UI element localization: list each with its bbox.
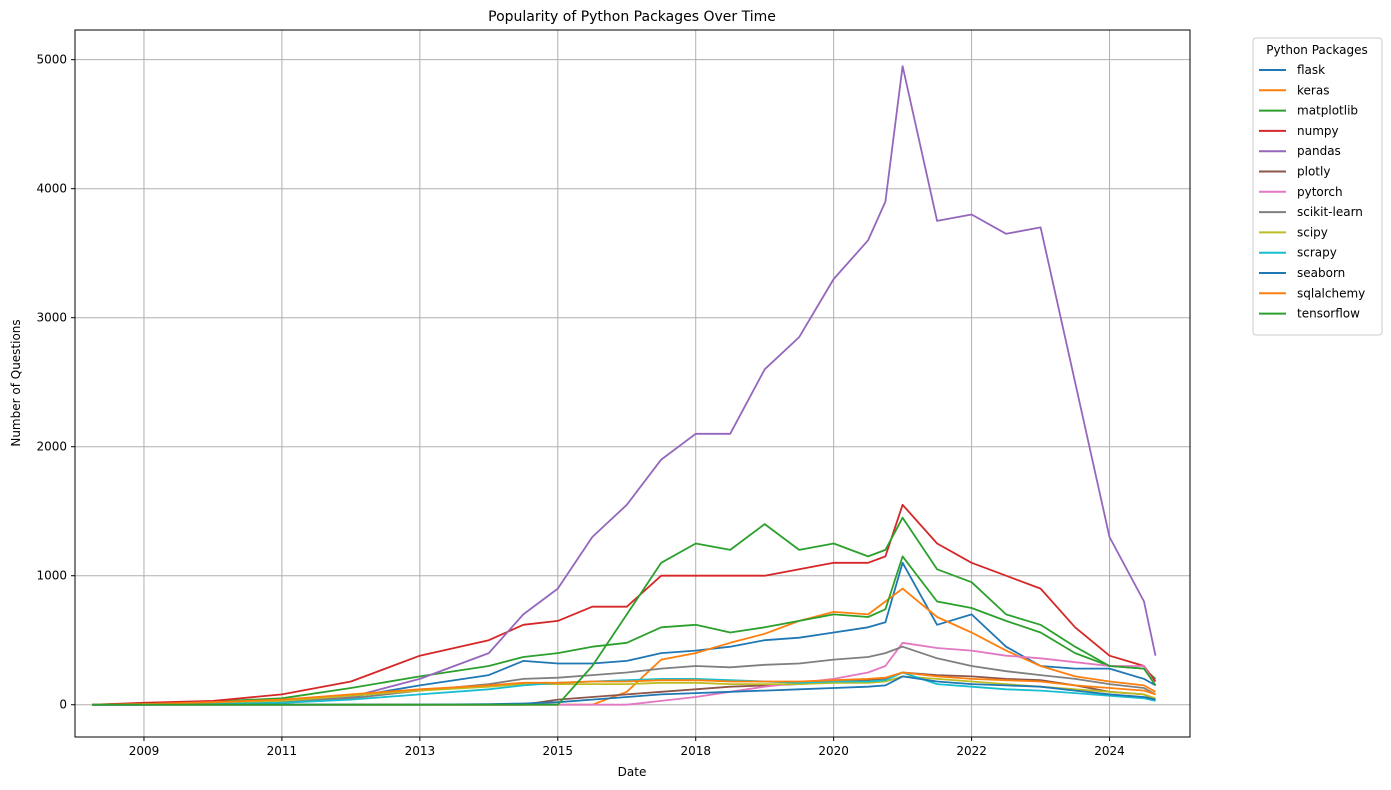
x-tick-label: 2024 <box>1094 744 1125 758</box>
legend-label-scikit-learn: scikit-learn <box>1297 205 1363 219</box>
x-tick-label: 2022 <box>956 744 987 758</box>
legend-box <box>1252 37 1383 336</box>
x-tick-label: 2018 <box>680 744 711 758</box>
legend-label-keras: keras <box>1297 83 1329 97</box>
legend-title: Python Packages <box>1266 43 1367 57</box>
x-tick-label: 2013 <box>405 744 436 758</box>
legend-label-pytorch: pytorch <box>1297 185 1343 199</box>
series-line-numpy <box>92 503 1157 706</box>
x-tick-label: 2015 <box>543 744 574 758</box>
chart-title: Popularity of Python Packages Over Time <box>488 9 776 25</box>
series-line-sqlalchemy <box>92 671 1156 706</box>
tick-layer: 2009 2011 2013 2015 2018 2020 2022 2024 0 1000 200… <box>36 53 1124 758</box>
legend-label-scrapy: scrapy <box>1297 246 1337 260</box>
x-tick-label: 2009 <box>129 744 160 758</box>
y-tick-label: 4000 <box>36 182 67 196</box>
legend-label-sqlalchemy: sqlalchemy <box>1297 286 1365 300</box>
y-axis-label: Number of Questions <box>9 319 23 446</box>
legend-label-tensorflow: tensorflow <box>1297 307 1360 321</box>
x-axis-label: Date <box>618 765 647 779</box>
y-tick-label: 0 <box>59 698 67 712</box>
legend-label-plotly: plotly <box>1297 165 1330 179</box>
legend-label-pandas: pandas <box>1297 144 1341 158</box>
legend-items: flask keras matplotlib numpy pandas plotly pyt… <box>1259 63 1365 321</box>
plot-frame <box>74 29 1191 738</box>
series-layer <box>92 65 1157 706</box>
y-tick-label: 2000 <box>36 440 67 454</box>
legend-label-flask: flask <box>1297 63 1325 77</box>
legend-label-scipy: scipy <box>1297 225 1328 239</box>
legend: Python Packages flask keras matplotlib nump… <box>1252 37 1383 336</box>
legend-label-numpy: numpy <box>1297 124 1339 138</box>
series-line-tensorflow <box>92 516 1157 706</box>
series-line-matplotlib <box>92 555 1157 706</box>
series-line-scikit-learn <box>92 645 1156 706</box>
y-tick-label: 1000 <box>36 569 67 583</box>
legend-label-seaborn: seaborn <box>1297 266 1345 280</box>
series-line-pandas <box>92 65 1157 706</box>
legend-label-matplotlib: matplotlib <box>1297 104 1358 118</box>
x-tick-label: 2011 <box>267 744 298 758</box>
y-tick-label: 3000 <box>36 311 67 325</box>
x-tick-label: 2020 <box>818 744 849 758</box>
y-tick-label: 5000 <box>36 53 67 67</box>
